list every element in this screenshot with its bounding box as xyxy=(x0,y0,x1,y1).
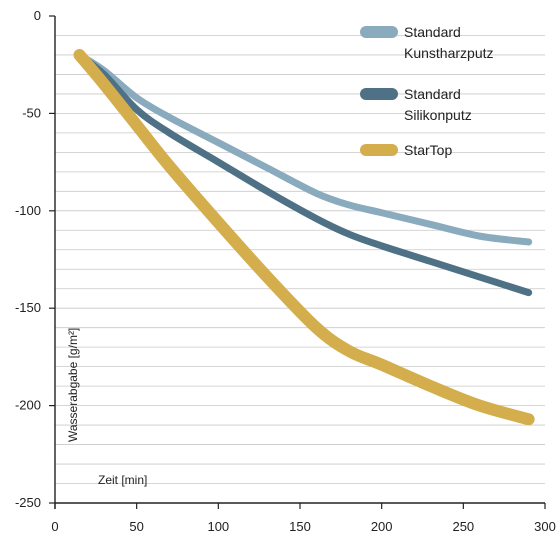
y-tick-label: -100 xyxy=(15,203,41,218)
series-line-2 xyxy=(76,51,533,297)
legend-label: Silikonputz xyxy=(404,107,472,123)
y-tick-label: -250 xyxy=(15,495,41,510)
y-tick-label: -50 xyxy=(22,105,41,120)
y-tick-label: -200 xyxy=(15,398,41,413)
y-axis-title: Wasserabgabe [g/m²] xyxy=(66,328,80,442)
x-axis-title: Zeit [min] xyxy=(98,473,147,487)
legend-label: Standard xyxy=(404,86,461,102)
legend-label: StarTop xyxy=(404,142,452,158)
series-lines xyxy=(73,48,535,426)
series-line-1 xyxy=(76,51,533,246)
series-line-3 xyxy=(73,48,535,426)
axes xyxy=(49,15,546,509)
y-tick-label: 0 xyxy=(34,8,41,23)
legend-label: Kunstharzputz xyxy=(404,45,494,61)
tick-labels: 0 -50 -100 -150 -200 -250 0 50 100 150 200 250 300 xyxy=(15,8,556,534)
x-tick-label: 300 xyxy=(534,519,556,534)
x-tick-label: 250 xyxy=(452,519,474,534)
x-tick-label: 0 xyxy=(51,519,58,534)
legend: Standard Kunstharzputz Standard Silikonputz… xyxy=(360,24,494,158)
x-tick-label: 100 xyxy=(207,519,229,534)
y-tick-label: -150 xyxy=(15,300,41,315)
x-tick-label: 50 xyxy=(129,519,143,534)
x-tick-label: 200 xyxy=(371,519,393,534)
legend-label: Standard xyxy=(404,24,461,40)
x-tick-label: 150 xyxy=(289,519,311,534)
